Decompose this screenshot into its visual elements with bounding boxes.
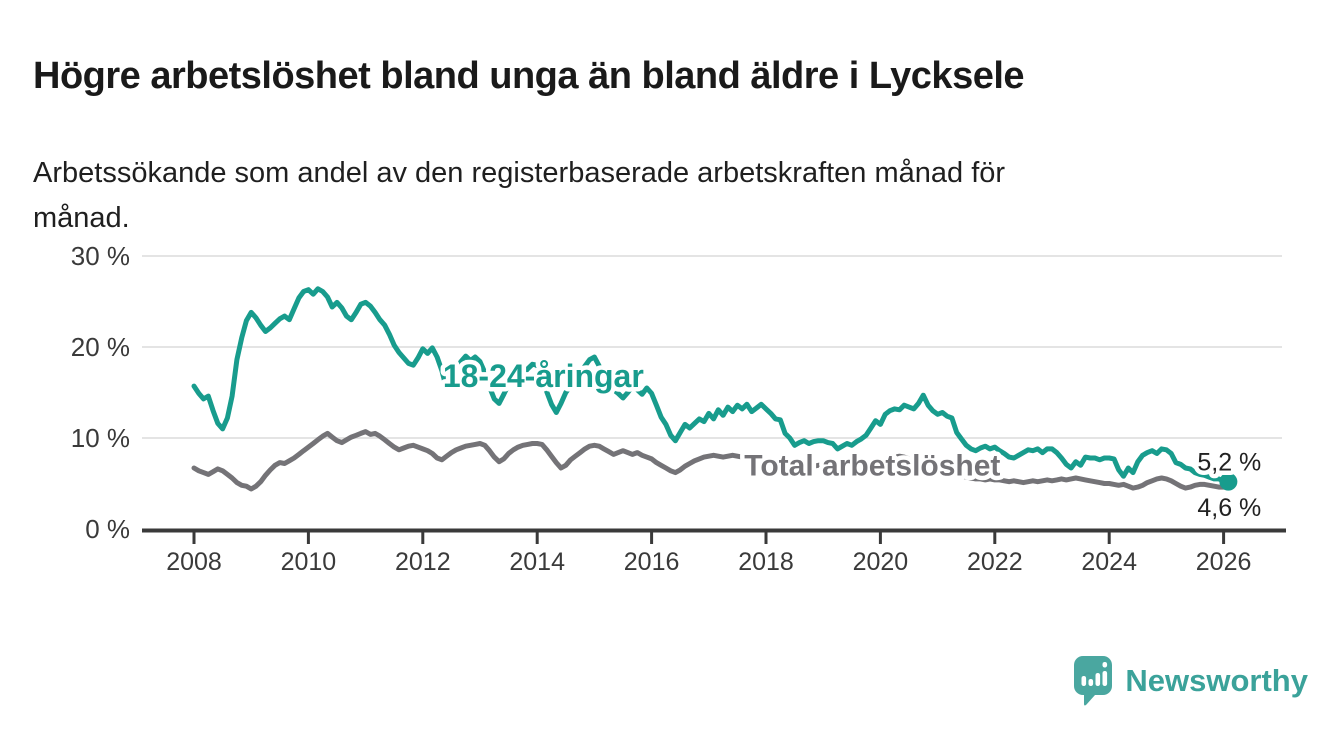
logo-exclamation-bar [1102, 671, 1108, 686]
y-tick-label-0: 0 % [85, 514, 130, 544]
newsworthy-logo-icon [1074, 656, 1113, 706]
newsworthy-brand-link[interactable]: Newsworthy [1073, 655, 1308, 706]
end-value-label-young: 5,2 % [1197, 449, 1261, 477]
series-end-dot-young [1219, 472, 1238, 491]
x-tick-label-2016: 2016 [624, 548, 680, 576]
series-line-total [191, 429, 1231, 492]
logo-bar-1 [1081, 676, 1087, 686]
logo-bar-2 [1088, 679, 1094, 686]
x-tick-label-2018: 2018 [738, 548, 794, 576]
series-line-young [191, 286, 1231, 485]
x-tick-label-2024: 2024 [1081, 548, 1137, 576]
x-tick-label-2008: 2008 [166, 548, 222, 576]
subtitle-line-2: månad. [33, 201, 130, 234]
x-tick-label-2010: 2010 [281, 548, 337, 576]
page-title: Högre arbetslöshet bland unga än bland ä… [33, 55, 1025, 98]
x-tick-label-2012: 2012 [395, 548, 451, 576]
series-label-total: Total arbetslöshet [744, 449, 1000, 482]
logo-bar-3 [1095, 673, 1101, 686]
subtitle-line-1: Arbetssökande som andel av den registerb… [33, 157, 1006, 189]
x-tick-label-2022: 2022 [967, 548, 1023, 576]
x-tick-label-2026: 2026 [1196, 548, 1252, 576]
page-subtitle: Arbetssökande som andel av den registerb… [33, 151, 1263, 241]
series-label-young: 18-24-åringar [443, 358, 644, 394]
x-tick-label-2020: 2020 [853, 548, 909, 576]
end-value-label-total: 4,6 % [1197, 494, 1261, 522]
y-tick-label-20: 20 % [71, 332, 130, 362]
logo-exclamation-dot [1102, 662, 1108, 668]
y-tick-label-10: 10 % [71, 423, 130, 453]
x-tick-label-2014: 2014 [509, 548, 565, 576]
brand-name: Newsworthy [1125, 662, 1308, 698]
y-tick-label-30: 30 % [71, 241, 130, 271]
